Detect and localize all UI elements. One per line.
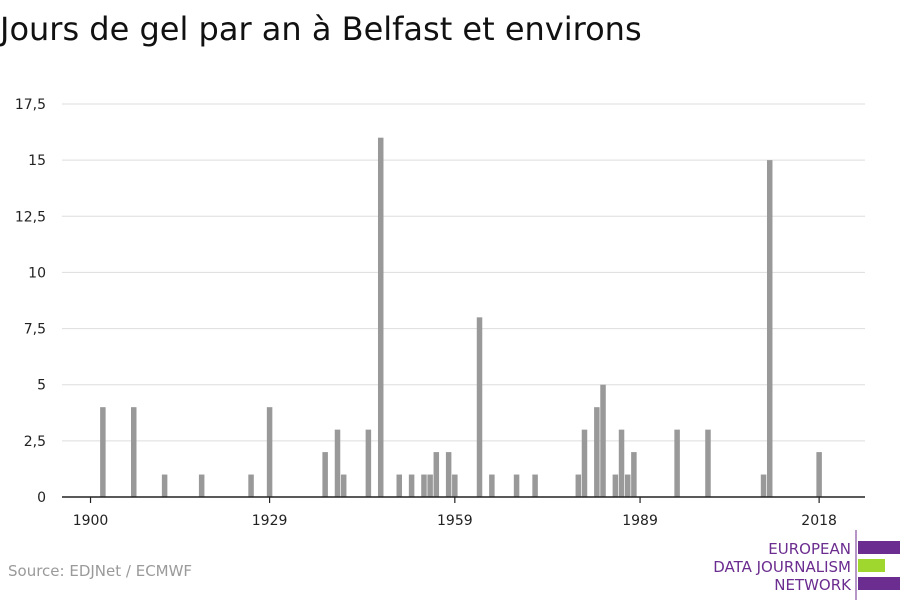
x-tick-label: 1989 [622, 513, 658, 529]
bar-1907 [130, 407, 137, 497]
bar-1926 [248, 474, 254, 497]
bar-1969 [513, 474, 520, 497]
bar-1918 [198, 474, 205, 497]
logo-line-2: DATA JOURNALISM [713, 558, 851, 576]
bar-1941 [340, 474, 347, 497]
y-tick-label: 2,5 [24, 434, 46, 450]
bar-1979 [575, 474, 582, 497]
bar-1972 [532, 474, 538, 497]
bar-1959 [452, 474, 458, 497]
logo-line-3: NETWORK [774, 576, 852, 594]
bar-2018 [816, 452, 822, 497]
logo-line-1: EUROPEAN [768, 540, 851, 558]
logo-stripe-purple-top [858, 541, 900, 554]
bar-2009 [760, 474, 767, 497]
bar-1950 [396, 474, 403, 497]
x-tick-label: 1959 [437, 513, 473, 529]
logo-stripe-purple-bottom [858, 577, 900, 590]
bar-1956 [433, 452, 440, 497]
bar-2000 [705, 429, 711, 497]
bar-1982 [594, 407, 600, 497]
bar-1985 [612, 474, 619, 497]
x-tick-label: 2018 [801, 513, 837, 529]
bar-1988 [631, 452, 637, 497]
bar-1958 [445, 452, 452, 497]
y-tick-label: 5 [37, 378, 46, 394]
chart-title: Jours de gel par an à Belfast et environ… [0, 10, 642, 48]
bars [100, 137, 822, 497]
bar-1940 [334, 429, 341, 497]
bar-1945 [365, 429, 372, 497]
logo-stripe-green [858, 559, 885, 572]
bar-1954 [421, 474, 427, 497]
x-tick-label: 1900 [73, 513, 109, 529]
y-tick-label: 15 [28, 153, 46, 169]
source-note: Source: EDJNet / ECMWF [8, 562, 192, 580]
bar-1986 [618, 429, 625, 497]
bar-1912 [161, 474, 168, 497]
bar-1963 [476, 317, 483, 497]
bar-1965 [489, 474, 495, 497]
bar-2010 [766, 160, 773, 497]
y-tick-label: 12,5 [15, 209, 46, 225]
bar-1938 [322, 452, 328, 497]
bar-1952 [408, 474, 415, 497]
bar-1955 [427, 474, 433, 497]
bar-1995 [674, 429, 680, 497]
y-tick-label: 7,5 [24, 322, 46, 338]
y-tick-label: 17,5 [15, 97, 46, 113]
bar-1987 [624, 474, 631, 497]
gridlines [62, 103, 865, 442]
x-axis-ticks: 1900 1929 1959 1989 2018 [73, 497, 837, 529]
bar-1902 [100, 407, 106, 497]
y-axis-ticks: 0 2,5 5 7,5 10 12,5 15 17,5 [15, 97, 46, 506]
y-tick-label: 10 [28, 265, 46, 281]
x-tick-label: 1929 [252, 513, 288, 529]
bar-1983 [600, 384, 606, 497]
bar-1980 [581, 429, 588, 497]
edjnet-logo[interactable]: EUROPEAN DATA JOURNALISM NETWORK [713, 530, 900, 600]
bar-1929 [266, 407, 273, 497]
y-tick-label: 0 [37, 490, 46, 506]
bar-1947 [377, 137, 384, 497]
